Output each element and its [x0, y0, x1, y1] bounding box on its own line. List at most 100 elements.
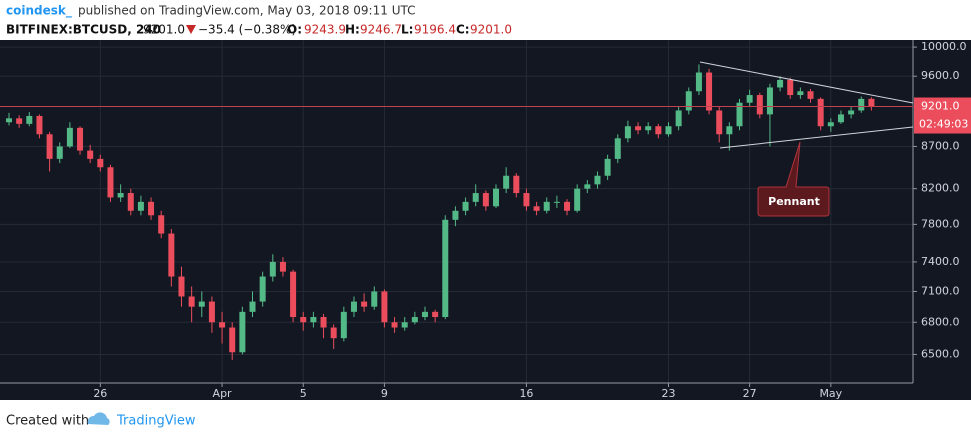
candle-body — [462, 201, 469, 211]
c-label: C: — [456, 23, 470, 37]
candle-body — [350, 301, 357, 312]
candle-body — [66, 127, 73, 147]
candle-body — [361, 301, 368, 307]
candle-body — [472, 193, 479, 202]
candle-body — [158, 215, 165, 234]
x-tick-label: 26 — [93, 387, 107, 400]
candle-body — [777, 79, 784, 88]
candle-body — [107, 167, 114, 198]
candle-body — [665, 126, 672, 135]
candle-body — [127, 193, 134, 211]
candle-body — [858, 98, 865, 111]
tv-logo — [87, 412, 110, 425]
candle-body — [706, 72, 713, 111]
y-tick-label: 9600.0 — [921, 69, 960, 82]
candle-body — [46, 134, 53, 159]
o-label: O: — [287, 23, 302, 37]
y-tick-label: 10000.0 — [921, 40, 967, 53]
down-arrow — [186, 25, 196, 34]
change: −35.4 (−0.38%) — [198, 23, 296, 37]
candle-body — [87, 150, 94, 159]
header-bg — [0, 0, 971, 40]
candle-body — [188, 296, 195, 307]
y-tick-label: 7100.0 — [921, 284, 960, 297]
published: published on TradingView.com, May 03, 20… — [78, 4, 415, 18]
footer-brand[interactable]: TradingView — [116, 414, 196, 429]
price-tag-label: 9201.0 — [921, 100, 960, 113]
candle-body — [36, 115, 43, 135]
candle-body — [16, 118, 23, 124]
candle-body — [300, 317, 307, 323]
o-value: 9243.9 — [304, 23, 346, 37]
x-tick-label: May — [819, 387, 842, 400]
candle-body — [827, 122, 834, 127]
candle-body — [503, 175, 510, 189]
candle-body — [695, 72, 702, 92]
footer-bg — [0, 400, 971, 439]
candle-body — [868, 98, 875, 107]
candle-body — [97, 158, 104, 168]
candle-body — [675, 110, 682, 127]
countdown: 02:49:03 — [919, 118, 968, 131]
candle-body — [148, 201, 155, 216]
l-value: 9196.4 — [414, 23, 456, 37]
c-value: 9201.0 — [470, 23, 512, 37]
candle-body — [604, 158, 611, 176]
candle-body — [259, 276, 266, 302]
candle-body — [716, 110, 723, 135]
x-tick-label: Apr — [213, 387, 233, 400]
candle-body — [543, 201, 550, 211]
candle-body — [208, 301, 215, 323]
candle-body — [229, 327, 236, 353]
pennant-lower — [719, 126, 914, 149]
candle-body — [381, 291, 388, 323]
y-tick-label: 6500.0 — [921, 347, 960, 360]
author[interactable]: coindesk_ — [6, 4, 72, 19]
candle-body — [564, 201, 571, 211]
candle-body — [249, 301, 256, 312]
candle-body — [766, 87, 773, 115]
candle-body — [269, 261, 276, 277]
candle-body — [340, 311, 347, 339]
candle-body — [442, 219, 449, 318]
candle-body — [624, 126, 631, 139]
candle-body — [320, 317, 327, 328]
x-tick-label: 23 — [661, 387, 675, 400]
candle-body — [421, 311, 428, 318]
candle-body — [198, 301, 205, 307]
y-tick-label: 7400.0 — [921, 255, 960, 268]
candle-body — [493, 188, 500, 207]
candle-body — [117, 193, 124, 198]
candle-body — [239, 311, 246, 353]
l-label: L: — [401, 23, 413, 37]
x-tick-label: 5 — [300, 387, 307, 400]
candle-body — [614, 138, 621, 159]
candle-body — [411, 317, 418, 323]
candle-body — [290, 271, 297, 318]
candle-body — [797, 91, 804, 96]
candle-body — [756, 95, 763, 115]
candle-body — [848, 110, 855, 115]
h-label: H: — [345, 23, 360, 37]
candle-body — [330, 327, 337, 339]
candle-body — [787, 79, 794, 96]
candle-body — [584, 184, 591, 189]
candle-body — [594, 175, 601, 185]
price-tag — [914, 97, 971, 134]
candle-body — [726, 126, 733, 135]
y-tick-label: 8700.0 — [921, 139, 960, 152]
candle-body — [645, 126, 652, 131]
candle-body — [817, 98, 824, 127]
candle-body — [168, 233, 175, 277]
candle-body — [736, 102, 743, 127]
candle-body — [553, 201, 560, 203]
candle-body — [6, 118, 13, 123]
annotation-box — [757, 141, 830, 217]
price: 9201.0 — [143, 23, 185, 37]
x-tick-label: 27 — [743, 387, 757, 400]
candle-body — [219, 322, 226, 328]
candle-body — [391, 322, 398, 328]
candle-body — [401, 322, 408, 328]
footer-created: Created with — [6, 414, 89, 429]
